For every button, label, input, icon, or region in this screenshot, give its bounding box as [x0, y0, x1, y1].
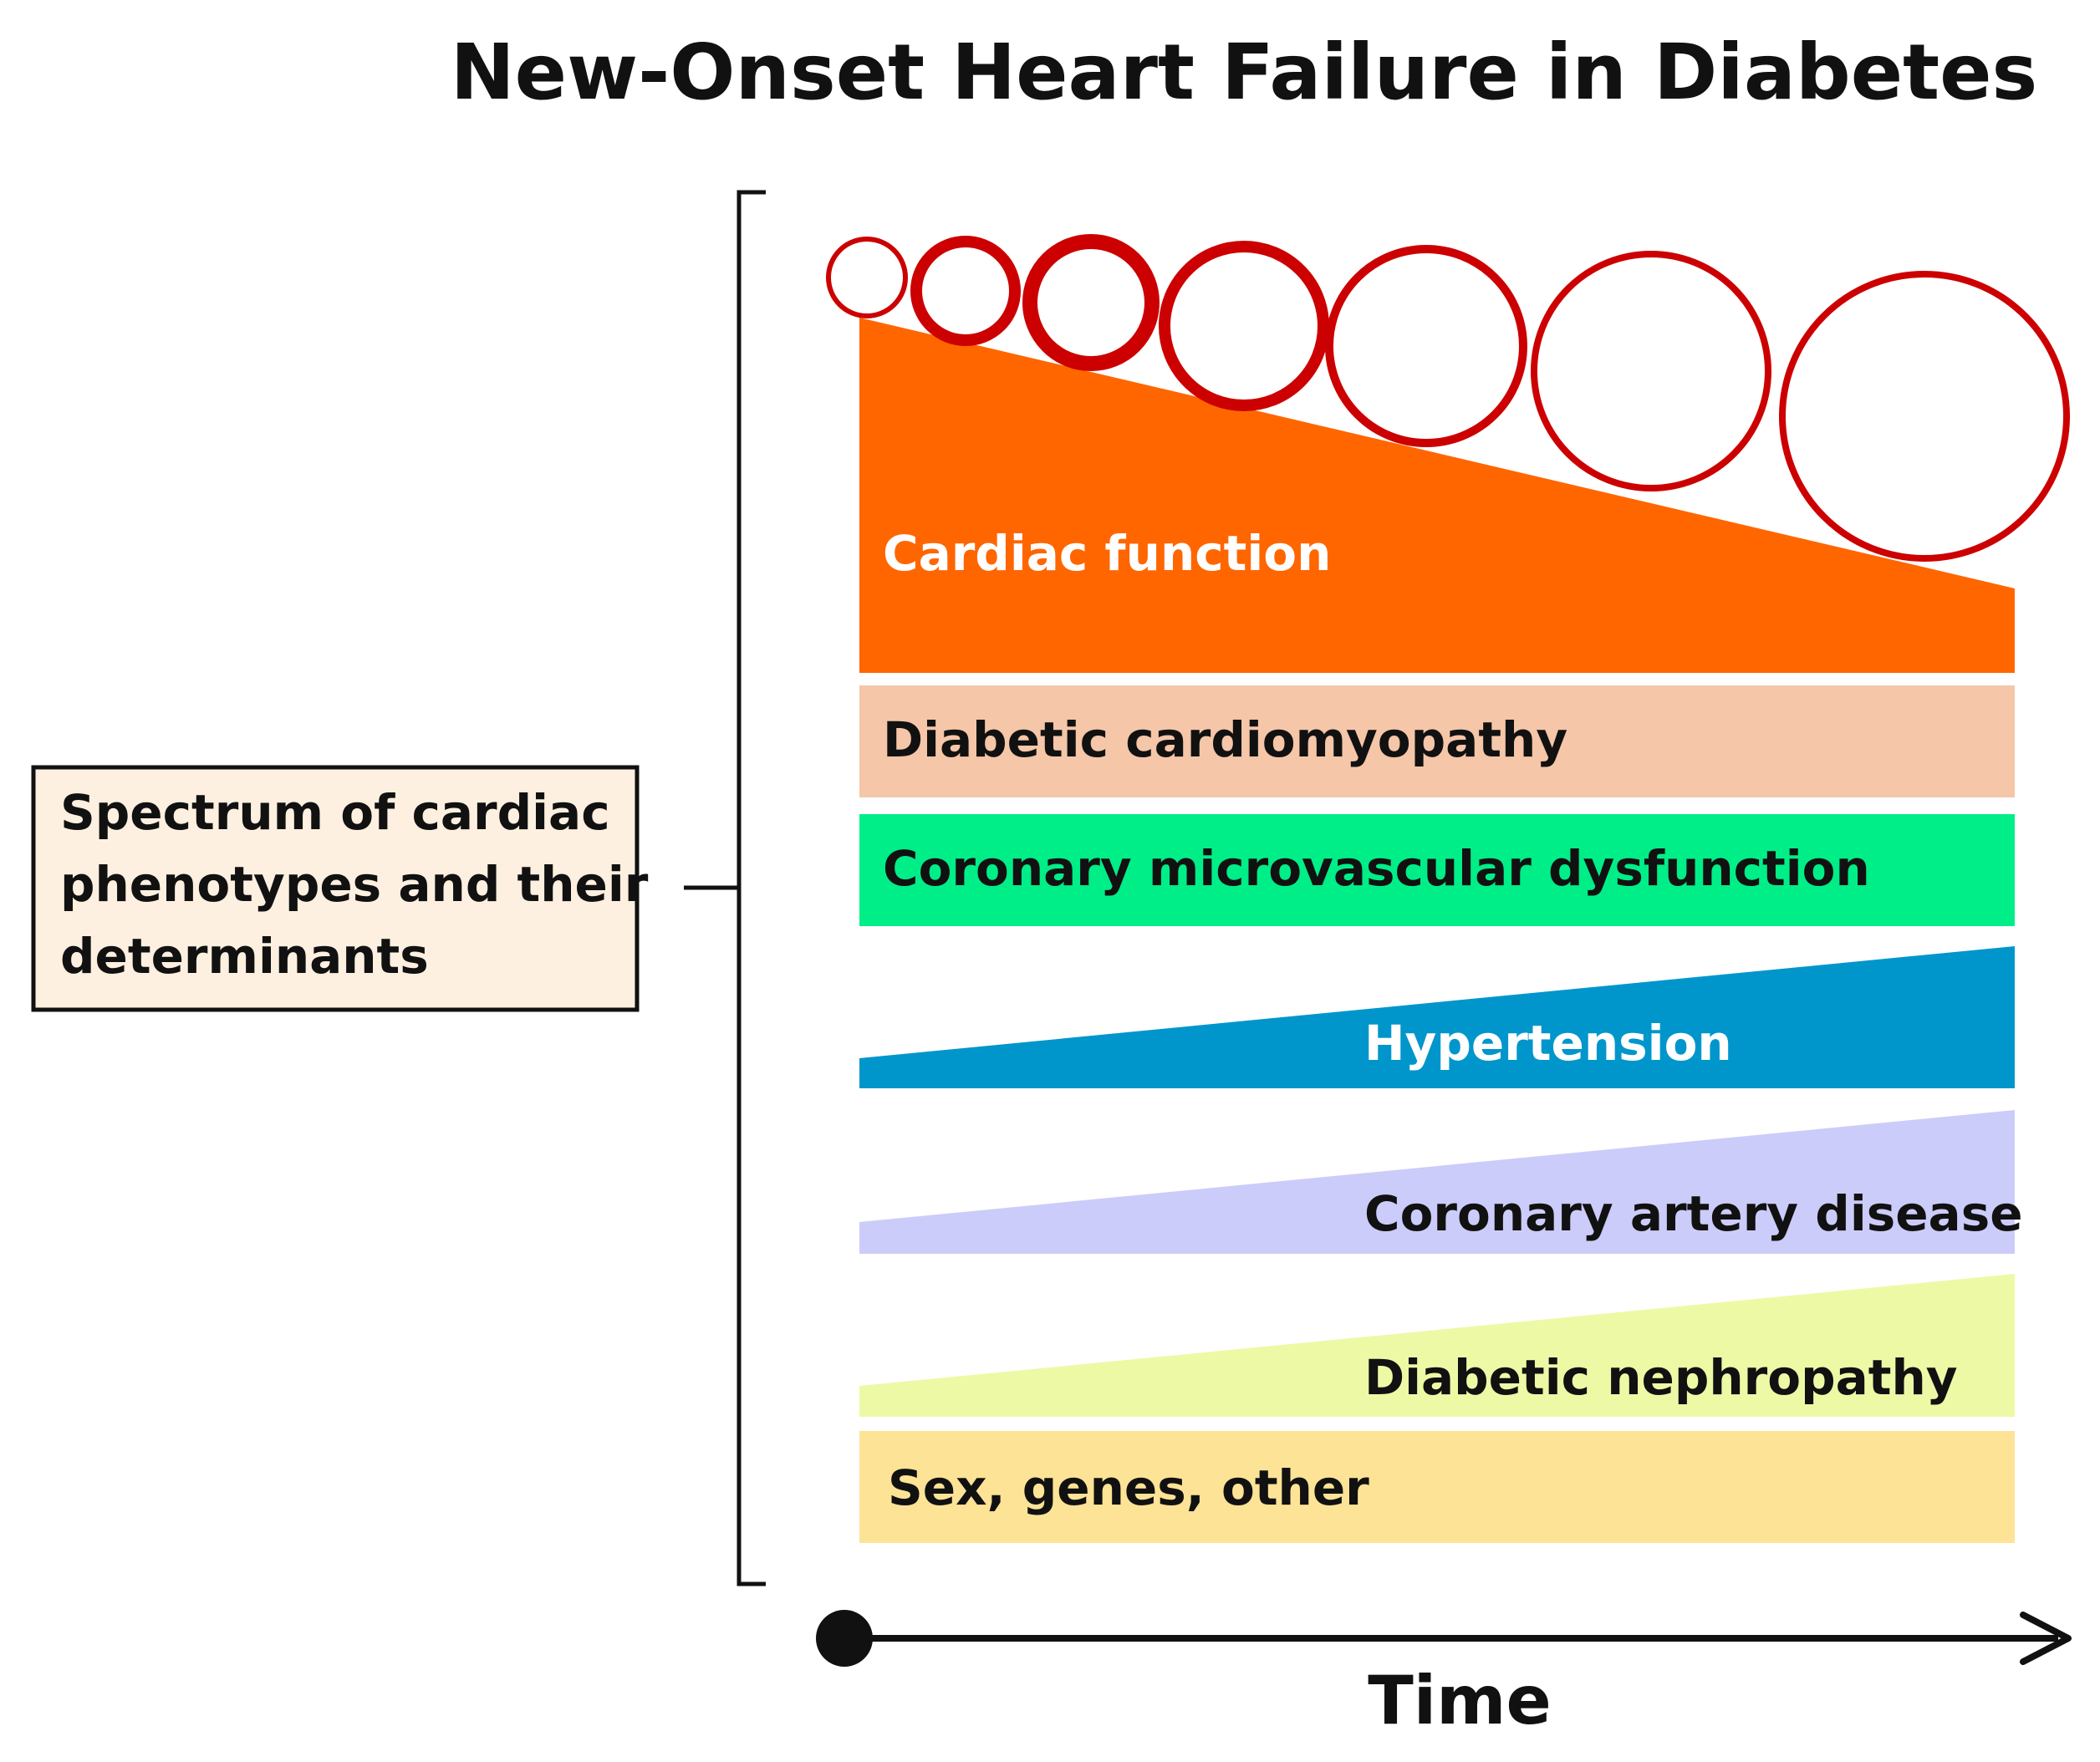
heart-size-circle-icon	[910, 236, 1021, 346]
diagram-title: New-Onset Heart Failure in Diabetes	[451, 28, 2038, 117]
heart-size-circle-icon	[1159, 241, 1329, 411]
band-coronary-microvascular	[859, 814, 2015, 926]
spectrum-box-frame	[31, 765, 640, 1012]
band-hypertension	[859, 946, 2015, 1088]
band-cardiac-function	[859, 318, 2015, 673]
label-hypertension: Hypertension	[1364, 1015, 1732, 1072]
label-diabetic-cardiomyopathy: Diabetic cardiomyopathy	[883, 711, 1567, 768]
label-cardiac-function: Cardiac function	[883, 525, 1331, 582]
spectrum-box: Spectrum of cardiac phenotypes and their…	[31, 765, 649, 1012]
band-sex-genes	[859, 1431, 2015, 1543]
arrowhead-icon	[2020, 1612, 2072, 1665]
timeline-start-dot-icon	[816, 1610, 873, 1667]
heart-size-circle-icon	[1325, 245, 1527, 447]
band-diabetic-nephropathy	[859, 1274, 2015, 1417]
time-axis-label: Time	[1368, 1662, 1552, 1739]
band-coronary-artery	[859, 1110, 2015, 1254]
heart-size-circle-icon	[826, 237, 908, 318]
time-axis: Time	[816, 1610, 2072, 1739]
bracket	[684, 190, 766, 1586]
bands: Cardiac function Diabetic cardiomyopathy…	[859, 318, 2023, 1543]
heart-size-circle-icon	[1022, 234, 1160, 371]
label-coronary-microvascular: Coronary microvascular dysfunction	[883, 840, 1870, 897]
label-coronary-artery: Coronary artery disease	[1364, 1185, 2023, 1242]
heart-circles	[826, 234, 2070, 562]
spectrum-line-2: phenotypes and their	[60, 856, 649, 913]
bracket-shape	[737, 190, 766, 1586]
label-diabetic-nephropathy: Diabetic nephropathy	[1364, 1349, 1958, 1406]
spectrum-line-1: Spectrum of cardiac	[60, 784, 610, 841]
band-diabetic-cardiomyopathy	[859, 685, 2015, 797]
heart-size-circle-icon	[1779, 271, 2070, 562]
heart-size-circle-icon	[1531, 251, 1771, 491]
label-sex-genes: Sex, genes, other	[888, 1459, 1369, 1516]
spectrum-line-3: determinants	[60, 928, 429, 985]
